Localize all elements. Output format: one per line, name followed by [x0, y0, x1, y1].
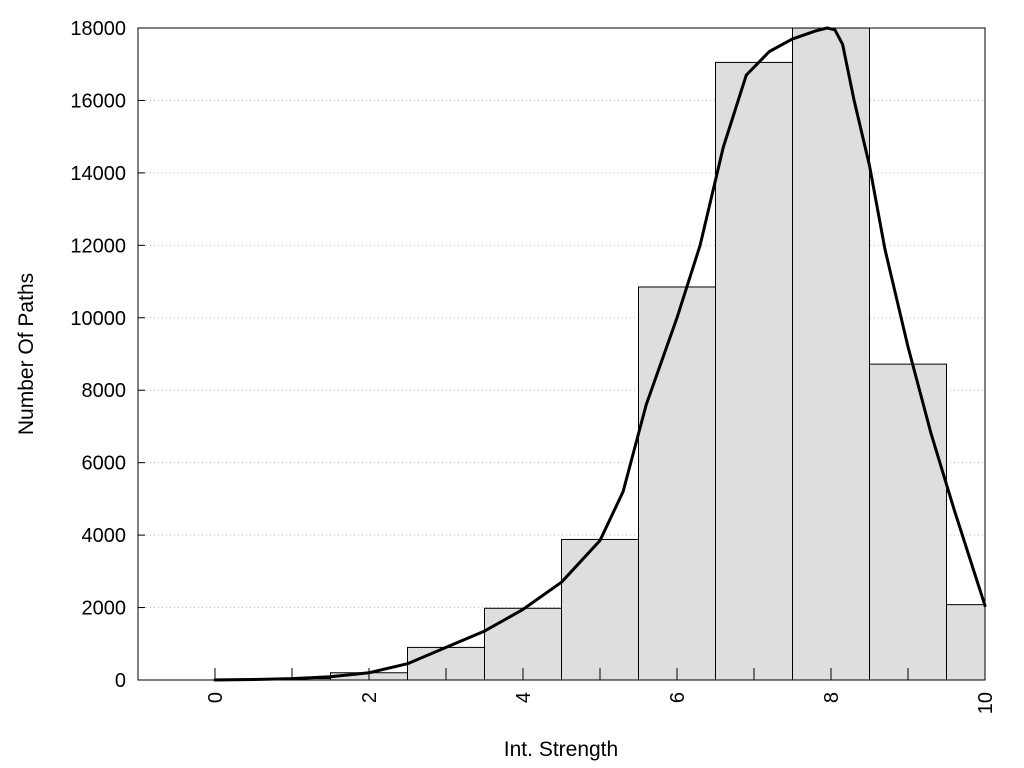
bar	[946, 604, 986, 681]
bar	[638, 286, 716, 681]
x-tick-label: 8	[821, 692, 843, 703]
y-tick-label: 6000	[82, 453, 127, 475]
x-tick-label: 4	[513, 692, 535, 703]
bar	[715, 61, 793, 681]
bars	[214, 27, 986, 681]
x-tick-label: 0	[205, 692, 227, 703]
y-tick-label: 10000	[70, 308, 126, 330]
y-tick-label: 8000	[82, 380, 127, 402]
plot-frame	[137, 27, 986, 681]
fit-curve	[213, 26, 987, 682]
bar	[792, 27, 870, 681]
y-tick-labels: 0 2000 4000 6000 8000 10000 12000 14000 16000 180…	[70, 18, 126, 692]
y-tick-label: 2000	[82, 598, 127, 620]
bar	[869, 363, 947, 681]
y-tick-label: 16000	[70, 90, 126, 112]
y-axis-title: Number Of Paths	[15, 273, 38, 435]
y-tick-label: 0	[115, 670, 126, 692]
y-tick-label: 12000	[70, 235, 126, 257]
bar	[561, 538, 639, 681]
y-tick-label: 14000	[70, 163, 126, 185]
x-tick-label: 10	[975, 692, 997, 714]
x-tick-labels: 0 2 4 6 8 10	[205, 692, 997, 714]
y-tick-label: 18000	[70, 18, 126, 40]
x-tick-label: 6	[667, 692, 689, 703]
x-tick-label: 2	[359, 692, 381, 703]
x-axis-title: Int. Strength	[504, 738, 618, 761]
y-tick-label: 4000	[82, 525, 127, 547]
